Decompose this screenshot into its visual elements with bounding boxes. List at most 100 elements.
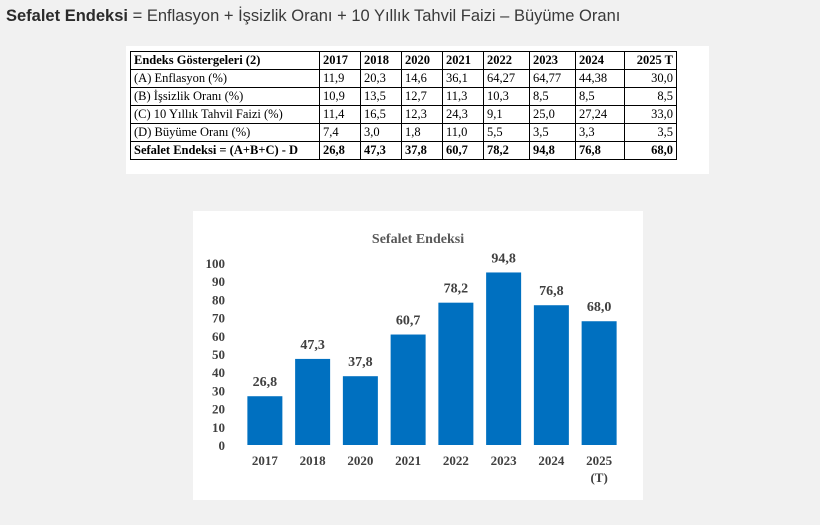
table-cell: 9,1	[483, 105, 530, 124]
indicator-table-panel: Endeks Göstergeleri (2) 2017 2018 2020 2…	[126, 46, 709, 174]
table-cell: 5,5	[483, 123, 530, 142]
table-header-cell: 2021	[442, 51, 484, 70]
table-cell: 3,0	[360, 123, 402, 142]
y-tick-label: 60	[212, 329, 225, 344]
bar	[390, 334, 426, 445]
table-header-cell: 2020	[401, 51, 443, 70]
table-header-row: Endeks Göstergeleri (2) 2017 2018 2020 2…	[130, 51, 677, 70]
table-cell: 11,0	[442, 123, 484, 142]
table-cell: 78,2	[483, 141, 530, 160]
bar	[438, 302, 474, 445]
table-header-cell: 2024	[575, 51, 625, 70]
table-cell: 36,1	[442, 69, 484, 88]
bar	[581, 321, 617, 445]
y-tick-label: 10	[212, 420, 225, 435]
x-tick-label: 2023	[491, 453, 518, 468]
table-cell: 13,5	[360, 87, 402, 106]
data-label: 60,7	[396, 314, 421, 329]
heading-formula: Enflasyon + İşsizlik Oranı + 10 Yıllık T…	[146, 7, 621, 25]
table-cell: 25,0	[529, 105, 576, 124]
table-cell: 8,5	[575, 87, 625, 106]
table-cell: 60,7	[442, 141, 484, 160]
table-cell: 10,3	[483, 87, 530, 106]
data-label: 76,8	[539, 284, 564, 299]
table-cell: 3,3	[575, 123, 625, 142]
table-cell: 27,24	[575, 105, 625, 124]
table-cell: 10,9	[319, 87, 361, 106]
table-cell: 8,5	[529, 87, 576, 106]
table-cell: 3,5	[529, 123, 576, 142]
table-cell: 14,6	[401, 69, 443, 88]
indicator-table: Endeks Göstergeleri (2) 2017 2018 2020 2…	[130, 51, 677, 160]
table-header-cell: 2017	[319, 51, 361, 70]
bar	[247, 396, 283, 445]
x-tick-label: 2024	[538, 453, 565, 468]
data-label: 68,0	[587, 300, 612, 315]
row-label: Sefalet Endeksi = (A+B+C) - D	[130, 141, 320, 160]
table-row: (A) Enflasyon (%) 11,9 20,3 14,6 36,1 64…	[130, 69, 677, 88]
table-cell: 11,9	[319, 69, 361, 88]
y-tick-label: 90	[212, 274, 225, 289]
chart-panel: Sefalet Endeksi 0 10 20 30 40 50 60 70 80 90 100 2…	[193, 211, 643, 500]
table-cell: 24,3	[442, 105, 484, 124]
y-tick-label: 50	[212, 347, 225, 362]
table-cell: 1,8	[401, 123, 443, 142]
table-cell: 11,3	[442, 87, 484, 106]
table-cell: 64,27	[483, 69, 530, 88]
row-label: (B) İşsizlik Oranı (%)	[130, 87, 320, 106]
bar	[486, 272, 522, 445]
row-label: (C) 10 Yıllık Tahvil Faizi (%)	[130, 105, 320, 124]
x-tick-label: 2022	[443, 453, 469, 468]
table-cell: 12,7	[401, 87, 443, 106]
row-label: (D) Büyüme Oranı (%)	[130, 123, 320, 142]
table-cell: 68,0	[624, 141, 677, 160]
table-cell: 47,3	[360, 141, 402, 160]
table-cell: 11,4	[319, 105, 361, 124]
table-header-cell: 2018	[360, 51, 402, 70]
data-label: 37,8	[348, 355, 373, 370]
table-cell: 30,0	[624, 69, 677, 88]
data-label: 78,2	[444, 282, 469, 297]
bar	[533, 305, 569, 445]
table-row: (B) İşsizlik Oranı (%) 10,9 13,5 12,7 11…	[130, 87, 677, 106]
table-header-cell: 2022	[483, 51, 530, 70]
table-cell: 64,77	[529, 69, 576, 88]
x-tick-label: 2018	[300, 453, 327, 468]
bar	[342, 376, 378, 445]
y-tick-label: 70	[212, 311, 225, 326]
bar-chart: Sefalet Endeksi 0 10 20 30 40 50 60 70 80 90 100 2…	[206, 232, 617, 485]
table-cell: 33,0	[624, 105, 677, 124]
data-label: 26,8	[253, 375, 278, 390]
x-tick-label: 2020	[347, 453, 373, 468]
table-row: (C) 10 Yıllık Tahvil Faizi (%) 11,4 16,5…	[130, 105, 677, 124]
bar	[295, 358, 331, 445]
table-cell: 94,8	[529, 141, 576, 160]
table-total-row: Sefalet Endeksi = (A+B+C) - D 26,8 47,3 …	[130, 141, 677, 160]
x-tick-sublabel: (T)	[590, 470, 607, 485]
y-tick-label: 80	[212, 292, 225, 307]
y-tick-label: 100	[206, 256, 226, 271]
table-cell: 8,5	[624, 87, 677, 106]
table-cell: 7,4	[319, 123, 361, 142]
table-cell: 26,8	[319, 141, 361, 160]
table-header-cell: 2023	[529, 51, 576, 70]
table-cell: 44,38	[575, 69, 625, 88]
table-cell: 76,8	[575, 141, 625, 160]
table-cell: 16,5	[360, 105, 402, 124]
x-tick-label: 2017	[252, 453, 279, 468]
y-tick-label: 40	[212, 365, 225, 380]
row-label: (A) Enflasyon (%)	[130, 69, 320, 88]
data-label: 94,8	[491, 251, 516, 266]
y-tick-label: 30	[212, 383, 225, 398]
y-tick-label: 20	[212, 402, 225, 417]
data-label: 47,3	[300, 338, 325, 353]
page-heading: Sefalet Endeksi = Enflasyon + İşsizlik O…	[6, 7, 620, 26]
heading-title: Sefalet Endeksi	[6, 7, 128, 25]
x-tick-label: 2025	[586, 453, 613, 468]
table-header-cell: 2025 T	[624, 51, 677, 70]
table-cell: 37,8	[401, 141, 443, 160]
table-cell: 20,3	[360, 69, 402, 88]
y-tick-label: 0	[219, 438, 226, 453]
table-cell: 3,5	[624, 123, 677, 142]
table-header-cell: Endeks Göstergeleri (2)	[130, 51, 320, 70]
